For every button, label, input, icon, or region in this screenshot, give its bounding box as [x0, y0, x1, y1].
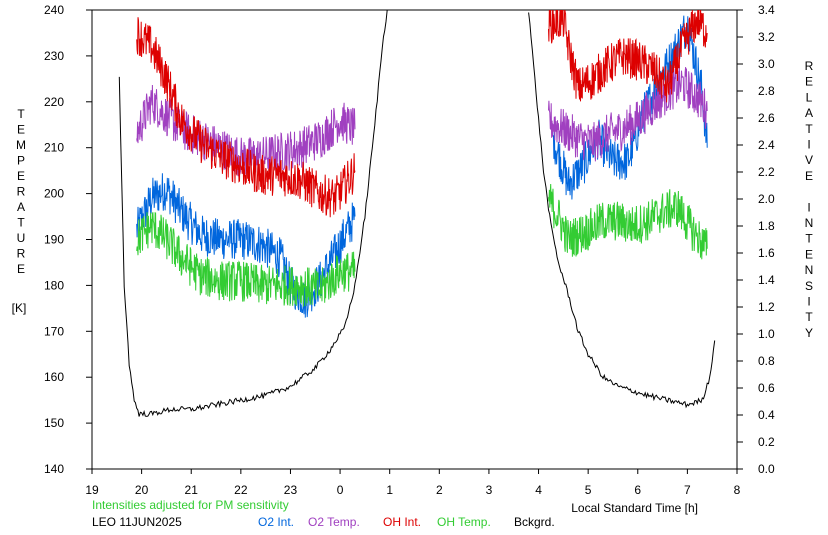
right-tick-label: 2.2 [758, 165, 775, 179]
plot-frame [91, 9, 738, 470]
sensitivity-note: Intensities adjusted for PM sensitivity [92, 498, 289, 512]
left-axis-unit: [K] [12, 301, 27, 315]
right-tick-label: 0.8 [758, 354, 775, 368]
right-axis-label-letter: I [807, 138, 810, 152]
left-axis-label-letter: P [17, 154, 25, 168]
station-date: LEO 11JUN2025 [92, 515, 182, 529]
left-tick-label: 220 [44, 95, 64, 109]
axes: 1401501601701801902002102202302400.00.20… [44, 3, 775, 497]
right-tick-label: 2.4 [758, 138, 775, 152]
left-axis-label-letter: R [17, 247, 26, 261]
right-axis-label-letter: N [805, 216, 814, 230]
x-tick-label: 22 [234, 483, 248, 497]
left-axis-label-letter: E [17, 123, 25, 137]
right-axis-label-letter: V [805, 153, 813, 167]
x-tick-label: 5 [585, 483, 592, 497]
right-axis-label-letter: I [807, 200, 810, 214]
x-tick-label: 3 [486, 483, 493, 497]
left-axis-label-letter: E [17, 169, 25, 183]
left-axis-label-letter: R [17, 185, 26, 199]
series-lines [118, 10, 716, 417]
x-tick-label: 8 [734, 483, 741, 497]
left-axis-label-letter: M [16, 138, 26, 152]
left-tick-label: 140 [44, 462, 64, 476]
right-tick-label: 2.6 [758, 111, 775, 125]
left-axis-label-letter: T [17, 216, 25, 230]
x-tick-label: 21 [185, 483, 199, 497]
right-axis-label-letter: T [805, 122, 813, 136]
series-line-oh-temp--0 [136, 212, 356, 307]
right-tick-label: 2.8 [758, 84, 775, 98]
left-tick-label: 240 [44, 3, 64, 17]
right-axis-label-letter: L [806, 90, 813, 104]
x-axis-label: Local Standard Time [h] [571, 501, 698, 515]
x-tick-label: 23 [284, 483, 298, 497]
right-axis-label-letter: Y [805, 326, 813, 340]
left-tick-label: 210 [44, 141, 64, 155]
left-tick-label: 200 [44, 187, 64, 201]
legend-o2-int-: O2 Int. [258, 515, 294, 529]
legend-o2-temp-: O2 Temp. [308, 515, 360, 529]
x-tick-label: 1 [386, 483, 393, 497]
series-line-oh-int--1 [548, 10, 708, 103]
right-tick-label: 0.6 [758, 381, 775, 395]
series-line-bckgrd--1 [528, 12, 716, 409]
right-tick-label: 0.0 [758, 462, 775, 476]
right-axis-label-letter: S [805, 279, 813, 293]
right-tick-label: 0.4 [758, 408, 775, 422]
right-tick-label: 1.8 [758, 219, 775, 233]
left-axis-label-letter: E [17, 262, 25, 276]
x-tick-label: 6 [634, 483, 641, 497]
left-axis-label-letter: A [17, 200, 25, 214]
right-axis-label-letter: T [805, 232, 813, 246]
right-axis-label-letter: R [805, 59, 814, 73]
legend-oh-temp-: OH Temp. [437, 515, 491, 529]
left-tick-label: 190 [44, 233, 64, 247]
legend-oh-int-: OH Int. [383, 515, 421, 529]
left-tick-label: 170 [44, 324, 64, 338]
left-axis-label-letter: U [17, 231, 26, 245]
left-tick-label: 160 [44, 370, 64, 384]
series-line-oh-int--0 [136, 17, 356, 218]
series-line-o2-int--1 [552, 15, 708, 200]
series-line-bckgrd--0 [118, 10, 388, 417]
left-axis-label-letter: T [17, 107, 25, 121]
right-tick-label: 3.2 [758, 30, 775, 44]
x-tick-label: 7 [684, 483, 691, 497]
x-tick-label: 0 [337, 483, 344, 497]
series-line-o2-temp--0 [136, 84, 356, 177]
right-axis-label-letter: T [805, 310, 813, 324]
right-axis-label-letter: A [805, 106, 813, 120]
x-tick-label: 4 [535, 483, 542, 497]
series-line-o2-temp--1 [548, 64, 708, 162]
left-tick-label: 150 [44, 416, 64, 430]
right-axis-label-letter: N [805, 263, 814, 277]
right-tick-label: 0.2 [758, 435, 775, 449]
right-axis-label-letter: E [805, 169, 813, 183]
left-tick-label: 230 [44, 49, 64, 63]
footer-legend: Intensities adjusted for PM sensitivity L… [92, 498, 555, 529]
right-axis-label-letter: E [805, 247, 813, 261]
right-tick-label: 3.0 [758, 57, 775, 71]
right-tick-label: 1.2 [758, 300, 775, 314]
right-tick-label: 1.4 [758, 273, 775, 287]
x-tick-label: 20 [135, 483, 149, 497]
right-axis-label-letter: E [805, 75, 813, 89]
x-tick-label: 19 [85, 483, 99, 497]
right-tick-label: 3.4 [758, 3, 775, 17]
series-group [118, 10, 716, 417]
right-tick-label: 1.6 [758, 246, 775, 260]
legend-bckgrd-: Bckgrd. [514, 515, 555, 529]
x-tick-label: 2 [436, 483, 443, 497]
left-tick-label: 180 [44, 278, 64, 292]
right-tick-label: 2.0 [758, 192, 775, 206]
right-axis-label-letter: I [807, 295, 810, 309]
right-tick-label: 1.0 [758, 327, 775, 341]
series-line-oh-temp--1 [548, 183, 708, 260]
